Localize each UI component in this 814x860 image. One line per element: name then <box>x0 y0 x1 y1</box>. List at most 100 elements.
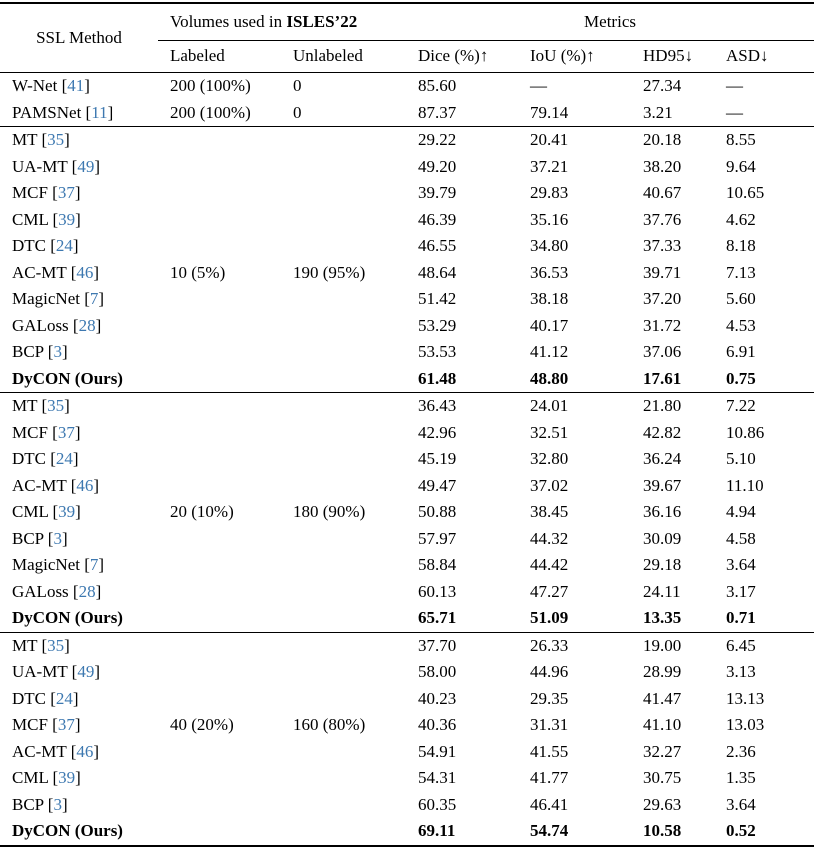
unlabeled-cell <box>281 233 406 260</box>
citation-link[interactable]: 46 <box>76 475 94 495</box>
column-header-unlabeled: Unlabeled <box>281 40 407 73</box>
table-row: UA-MT [49] 58.00 44.96 28.99 3.13 <box>0 659 814 686</box>
unlabeled-cell <box>281 686 406 713</box>
citation-link[interactable]: 35 <box>47 635 65 655</box>
dice-cell: 40.23 <box>418 688 457 708</box>
table-row: AC-MT [46] 49.47 37.02 39.67 11.10 <box>0 473 814 500</box>
citation-link[interactable]: 37 <box>57 183 75 202</box>
unlabeled-cell <box>281 526 406 553</box>
asd-cell: 4.62 <box>726 209 756 229</box>
method-cell: DyCON (Ours) <box>12 608 123 627</box>
table-row: DTC [24] 45.19 32.80 36.24 5.10 <box>0 446 814 473</box>
citation-link[interactable]: 24 <box>55 688 73 708</box>
hd95-cell: 21.80 <box>631 392 715 420</box>
hd95-cell: 40.67 <box>643 183 682 202</box>
asd-cell: 9.64 <box>726 156 756 176</box>
hd95-cell: 30.09 <box>643 528 682 548</box>
citation-link[interactable]: 46 <box>76 262 94 282</box>
iou-cell: 20.41 <box>518 126 632 154</box>
citation-link[interactable]: 24 <box>55 449 73 468</box>
citation-link[interactable]: 41 <box>67 76 85 95</box>
table-row: MCF [37] 39.79 29.83 40.67 10.65 <box>0 180 814 207</box>
citation-link[interactable]: 39 <box>58 209 76 229</box>
asd-cell: 13.03 <box>726 715 765 734</box>
dice-cell: 45.19 <box>418 449 457 468</box>
column-header-iou: IoU (%)↑ <box>518 40 632 73</box>
citation-link[interactable]: 37 <box>57 422 75 442</box>
dice-cell: 85.60 <box>418 76 457 95</box>
citation-link[interactable]: 7 <box>89 555 99 574</box>
table-row: W-Net [41] 200 (100%) 0 85.60 — 27.34 — <box>0 73 814 100</box>
dice-cell: 37.70 <box>406 631 519 659</box>
table-row: BCP [3] 57.97 44.32 30.09 4.58 <box>0 526 814 553</box>
citation-link[interactable]: 28 <box>78 581 96 601</box>
unlabeled-cell <box>281 552 406 579</box>
table-row: DTC [24] 40.23 29.35 41.47 13.13 <box>0 686 814 713</box>
citation-link[interactable]: 35 <box>47 130 65 149</box>
method-cell: MT [35] <box>0 126 158 154</box>
asd-cell: 6.45 <box>714 631 814 659</box>
method-cell: GALoss [28] <box>12 315 102 335</box>
citation-link[interactable]: 39 <box>58 502 76 521</box>
citation-link[interactable]: 46 <box>76 741 94 761</box>
asd-cell: — <box>726 102 744 122</box>
unlabeled-cell <box>281 180 406 207</box>
labeled-cell <box>158 765 281 792</box>
citation-link[interactable]: 49 <box>77 156 95 176</box>
table-section-1: W-Net [41] 200 (100%) 0 85.60—27.34— PAMSNet… <box>0 73 814 127</box>
method-cell: CML [39] <box>12 768 81 787</box>
hd95-cell: 41.47 <box>643 688 682 708</box>
hd95-cell: 29.63 <box>643 794 682 814</box>
labeled-cell <box>158 154 281 181</box>
table-row: MT [35] 37.70 26.33 19.00 6.45 <box>0 631 814 659</box>
dice-cell: 58.84 <box>418 555 457 574</box>
hd95-cell: 3.21 <box>643 102 673 122</box>
labeled-cell <box>158 313 281 340</box>
asd-cell: 1.35 <box>726 768 756 787</box>
iou-cell: 41.12 <box>530 342 569 361</box>
citation-link[interactable]: 3 <box>53 342 62 361</box>
unlabeled-cell <box>281 313 406 340</box>
dice-cell: 48.64 <box>418 262 457 282</box>
asd-cell: 0.71 <box>726 608 756 627</box>
table-row: AC-MT [46] 54.91 41.55 32.27 2.36 <box>0 739 814 766</box>
hd95-cell: 37.76 <box>643 209 682 229</box>
iou-cell: 32.51 <box>530 422 569 442</box>
unlabeled-cell: 160 (80%) <box>293 715 366 734</box>
unlabeled-cell <box>281 765 406 792</box>
method-cell: DTC [24] <box>12 688 79 708</box>
labeled-cell <box>158 420 281 447</box>
labeled-cell <box>158 233 281 260</box>
citation-link[interactable]: 24 <box>55 236 73 255</box>
iou-cell: 44.32 <box>530 528 569 548</box>
citation-link[interactable]: 35 <box>47 396 65 415</box>
citation-link[interactable]: 11 <box>91 102 108 122</box>
labeled-cell <box>158 446 281 473</box>
hd95-cell: 17.61 <box>643 368 682 388</box>
labeled-cell <box>158 818 281 846</box>
column-group-volumes: Volumes used in ISLES’22 <box>158 3 407 41</box>
citation-link[interactable]: 3 <box>53 794 62 814</box>
citation-link[interactable]: 37 <box>57 715 75 734</box>
hd95-cell: 10.58 <box>643 821 682 840</box>
volumes-label-dataset: ISLES’22 <box>286 12 358 31</box>
method-cell: MCF [37] <box>12 715 81 734</box>
asd-cell: — <box>726 76 744 95</box>
asd-cell: 7.22 <box>714 392 814 420</box>
iou-cell: 26.33 <box>518 631 632 659</box>
iou-cell: 24.01 <box>518 392 632 420</box>
hd95-cell: 13.35 <box>643 608 682 627</box>
citation-link[interactable]: 39 <box>58 768 76 787</box>
method-cell: MagicNet [7] <box>12 289 105 308</box>
citation-link[interactable]: 3 <box>53 528 62 548</box>
citation-link[interactable]: 7 <box>89 289 99 308</box>
labeled-cell <box>158 659 281 686</box>
unlabeled-cell <box>281 739 406 766</box>
column-header-hd95: HD95↓ <box>631 40 715 73</box>
labeled-cell: 40 (20%) <box>170 715 234 734</box>
hd95-cell: 28.99 <box>643 662 682 681</box>
citation-link[interactable]: 28 <box>78 315 96 335</box>
citation-link[interactable]: 49 <box>77 662 95 681</box>
asd-cell: 3.13 <box>726 662 756 681</box>
iou-cell: 34.80 <box>530 236 569 255</box>
